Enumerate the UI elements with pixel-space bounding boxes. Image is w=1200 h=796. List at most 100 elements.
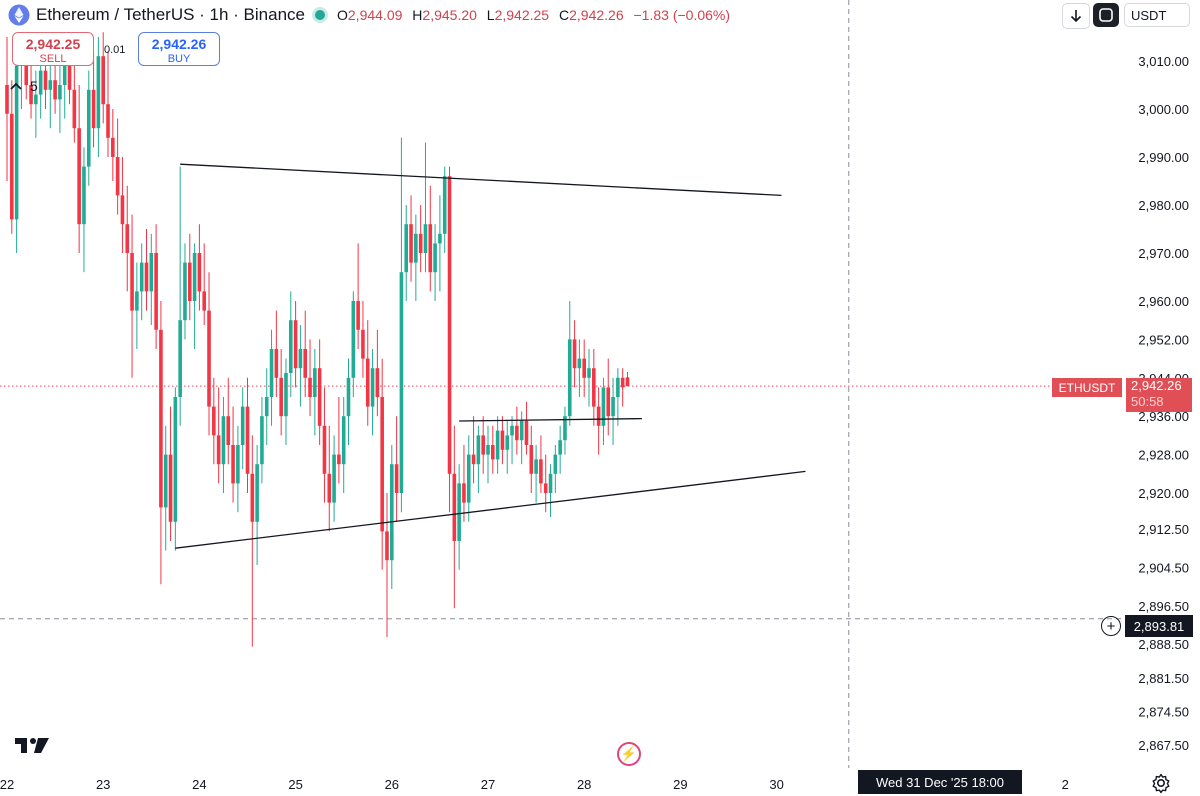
candle-body <box>29 85 33 105</box>
candle <box>534 445 538 503</box>
candle <box>606 358 611 436</box>
candle-body <box>510 425 514 436</box>
currency-select[interactable]: USDT <box>1124 3 1190 27</box>
candle-body <box>596 406 601 426</box>
candle-body <box>192 253 197 301</box>
candle <box>298 325 303 407</box>
download-button[interactable] <box>1062 3 1090 29</box>
candle <box>120 157 125 253</box>
candle <box>433 224 437 301</box>
time-axis-labels: 22 23 24 25 26 27 28 29 30 2 <box>0 777 1069 792</box>
price-tick-label: 3,010.00 <box>1138 54 1189 69</box>
candle-body <box>139 262 144 292</box>
candle <box>495 416 500 474</box>
candle-body <box>524 421 529 445</box>
plus-circle-icon[interactable]: + <box>1101 616 1121 636</box>
candle <box>10 80 14 234</box>
candle-body <box>91 89 96 129</box>
candle-body <box>539 459 543 484</box>
candle-body <box>495 430 500 460</box>
price-axis-labels: 3,010.00 3,000.00 2,990.00 2,980.00 2,970.00… <box>1138 54 1189 753</box>
crosshair-price-tag: 2,893.81 <box>1125 615 1193 637</box>
candle-body <box>491 445 495 460</box>
candle <box>505 421 510 474</box>
candle <box>370 349 375 436</box>
candle-body <box>197 253 202 292</box>
candle <box>288 291 293 397</box>
candle-body <box>606 387 611 417</box>
candle-body <box>115 157 120 196</box>
candle-body <box>62 65 67 85</box>
candle-body <box>394 464 399 493</box>
candle <box>438 195 442 292</box>
candle <box>567 301 572 426</box>
candle-body <box>288 320 293 373</box>
candle-body <box>385 531 389 561</box>
candle-body <box>553 454 558 474</box>
price-tick-label: 2,980.00 <box>1138 198 1189 213</box>
candle <box>168 406 173 541</box>
candle <box>212 377 216 465</box>
candle-body <box>5 85 9 114</box>
price-tick-label: 2,904.50 <box>1138 560 1189 575</box>
symbol-title[interactable]: Ethereum / TetherUS · 1h · Binance <box>36 5 305 24</box>
high-value: 2,945.20 <box>422 7 477 23</box>
candle-body <box>341 416 346 465</box>
candles <box>5 32 630 647</box>
candle <box>515 406 519 455</box>
candle-body <box>168 454 173 522</box>
ethereum-icon <box>8 4 30 26</box>
candle <box>115 118 120 215</box>
bolt-icon[interactable]: ⚡ <box>617 742 641 766</box>
candle <box>462 445 466 522</box>
candle <box>86 70 91 186</box>
candle <box>457 464 461 570</box>
candle <box>620 368 625 407</box>
candle <box>130 214 134 378</box>
candle <box>423 142 428 273</box>
buy-price: 2,942.26 <box>151 36 207 52</box>
candle <box>361 301 365 378</box>
price-tick-label: 2,896.50 <box>1138 599 1189 614</box>
candle-body <box>236 445 240 484</box>
candle <box>385 493 389 637</box>
candle-body <box>130 253 134 311</box>
candle <box>539 435 543 493</box>
candle-body <box>476 435 481 465</box>
candle <box>558 425 562 474</box>
interval-toggle[interactable]: 5 <box>10 78 38 94</box>
candle-body <box>24 56 29 85</box>
candle <box>577 339 582 397</box>
candle <box>154 224 158 349</box>
candle-body <box>274 349 279 378</box>
candle-body <box>149 253 154 292</box>
candle-body <box>178 320 182 397</box>
candle <box>466 435 471 522</box>
candle <box>404 205 409 301</box>
candle-body <box>284 373 288 417</box>
tradingview-logo-icon[interactable] <box>14 735 50 755</box>
candle <box>216 387 221 484</box>
gear-icon[interactable] <box>1150 772 1172 794</box>
candle-body <box>120 195 125 225</box>
candle <box>139 243 144 321</box>
interval-value: 5 <box>30 78 38 94</box>
sell-button[interactable]: 2,942.25 SELL <box>12 32 94 66</box>
candle <box>236 425 240 513</box>
candle <box>327 425 332 532</box>
candle <box>163 425 168 551</box>
candle <box>587 349 591 407</box>
time-tick-label: 23 <box>96 777 110 792</box>
fullscreen-button[interactable] <box>1093 3 1119 27</box>
candle-body <box>207 310 211 407</box>
candle <box>82 147 86 273</box>
candle-body <box>308 377 312 397</box>
candle <box>303 310 308 397</box>
buy-button[interactable]: 2,942.26 BUY <box>138 32 220 66</box>
candle-body <box>404 224 409 273</box>
chevron-up-icon <box>10 82 22 90</box>
candle <box>226 377 231 465</box>
close-label: C <box>558 7 570 23</box>
high-label: H <box>412 7 423 23</box>
